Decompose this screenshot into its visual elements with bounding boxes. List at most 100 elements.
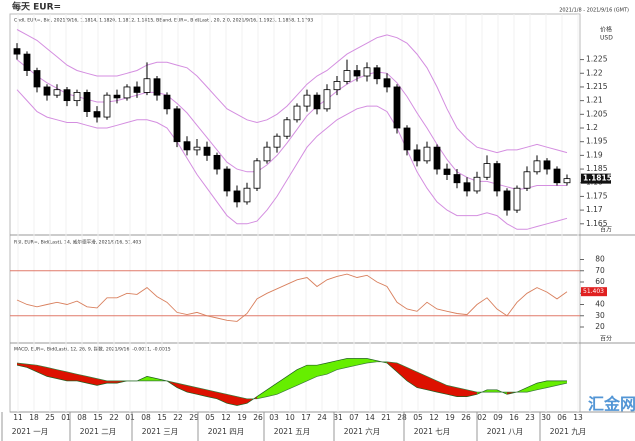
candle-body	[103, 94, 111, 118]
month-label: 2021 一月	[12, 427, 48, 436]
y-tick-label: 1.19	[586, 150, 603, 159]
x-tick-label: 13	[573, 413, 583, 422]
x-tick-label: 05	[413, 413, 423, 422]
macd-fill	[227, 394, 237, 406]
month-label: 2021 五月	[274, 427, 310, 436]
watermark: 汇金网	[588, 395, 635, 414]
macd-fill	[337, 358, 347, 370]
candle-body	[163, 94, 171, 110]
y-tick-label: 20	[595, 322, 605, 331]
macd-fill	[207, 389, 217, 399]
bollinger-band	[16, 29, 568, 154]
y-tick-label: 1.215	[586, 82, 608, 91]
y-tick-label: 1.17	[586, 205, 603, 214]
x-tick-label: 24	[317, 413, 327, 422]
rsi-tag	[581, 287, 607, 297]
macd-fill	[257, 389, 267, 399]
x-tick-label: 14	[365, 413, 375, 422]
candle-body	[313, 94, 321, 110]
macd-fill	[87, 376, 97, 386]
month-label: 2021 八月	[487, 427, 523, 436]
x-tick-label: 10	[285, 413, 295, 422]
macd-fill	[317, 362, 327, 377]
macd-line	[16, 358, 567, 406]
candle-body	[503, 190, 511, 211]
macd-fill	[447, 385, 457, 397]
candle-body	[423, 146, 431, 162]
rsi-title: RSI, EUR=, Bid(Last), 14, 威尔德平滑, 2021/9/…	[14, 239, 141, 246]
x-tick-label: 29	[189, 413, 199, 422]
y-tick-label: 1.2	[586, 123, 598, 132]
x-tick-label: 06	[557, 413, 567, 422]
candle-body	[473, 176, 481, 192]
candle-body	[153, 78, 161, 96]
macd-fill	[357, 358, 367, 366]
y-tick-label: 80	[595, 255, 605, 264]
candle-body	[53, 89, 61, 96]
macd-fill	[547, 380, 557, 388]
x-tick-label: 12	[221, 413, 231, 422]
month-label: 2021 七月	[414, 427, 450, 436]
x-tick-label: 31	[333, 413, 343, 422]
candle-body	[173, 108, 181, 143]
candle-body	[443, 168, 451, 175]
x-tick-label: 05	[205, 413, 215, 422]
y-label: 价格	[600, 26, 612, 34]
candle-body	[263, 146, 271, 162]
macd-fill	[177, 383, 187, 393]
x-tick-label: 19	[445, 413, 455, 422]
y-unit: 百分	[600, 335, 612, 343]
x-tick-label: 12	[429, 413, 439, 422]
x-tick-label: 25	[45, 413, 55, 422]
rsi-line	[16, 273, 568, 322]
x-tick-label: 17	[301, 413, 311, 422]
candle-body	[83, 92, 91, 112]
candle-body	[333, 81, 341, 91]
macd-fill	[27, 364, 37, 372]
bollinger-band	[16, 89, 568, 230]
candle-body	[283, 119, 291, 137]
x-tick-label: 23	[525, 413, 535, 422]
y-tick-label: 40	[595, 300, 605, 309]
candle-body	[393, 86, 401, 129]
candle-body	[43, 86, 51, 96]
y-tick-label: 1.21	[586, 96, 603, 105]
macd-fill	[237, 396, 247, 406]
candle-body	[33, 70, 41, 88]
macd-fill	[187, 385, 197, 395]
chart-title: 每天 EUR=	[12, 1, 61, 13]
date-range: 2021/1/8 - 2021/9/16 (GMT)	[559, 8, 629, 14]
candle-body	[563, 178, 571, 184]
candle-body	[203, 146, 211, 156]
y-tick-label: 1.165	[586, 219, 608, 228]
x-tick-label: 08	[141, 413, 151, 422]
candle-body	[193, 146, 201, 151]
x-tick-label: 30	[541, 413, 551, 422]
candle-body	[483, 163, 491, 178]
x-tick-label: 21	[381, 413, 391, 422]
candle-body	[213, 154, 221, 170]
macd-fill	[217, 392, 227, 404]
candle-body	[253, 160, 261, 189]
candle-body	[223, 168, 231, 192]
macd-fill	[67, 371, 77, 381]
macd-title: MACD, EUR=, Bid(Last), 12, 26, 9, 指数, 20…	[14, 346, 171, 353]
macd-fill	[417, 371, 427, 390]
macd-fill	[197, 387, 207, 397]
macd-fill	[427, 376, 437, 393]
x-tick-label: 11	[13, 413, 23, 422]
y-tick-label: 1.205	[586, 109, 608, 118]
candle-body	[113, 94, 121, 99]
candle-body	[343, 70, 351, 82]
macd-fill	[457, 387, 467, 397]
macd-fill	[37, 365, 47, 377]
last-price-label: 1.1815	[583, 174, 612, 183]
month-label: 2021 二月	[80, 427, 116, 436]
month-label: 2021 六月	[344, 426, 380, 436]
candle-body	[383, 78, 391, 88]
x-tick-label: 16	[509, 413, 519, 422]
candle-body	[433, 146, 441, 170]
macd-fill	[397, 362, 407, 381]
candle-body	[233, 190, 241, 203]
